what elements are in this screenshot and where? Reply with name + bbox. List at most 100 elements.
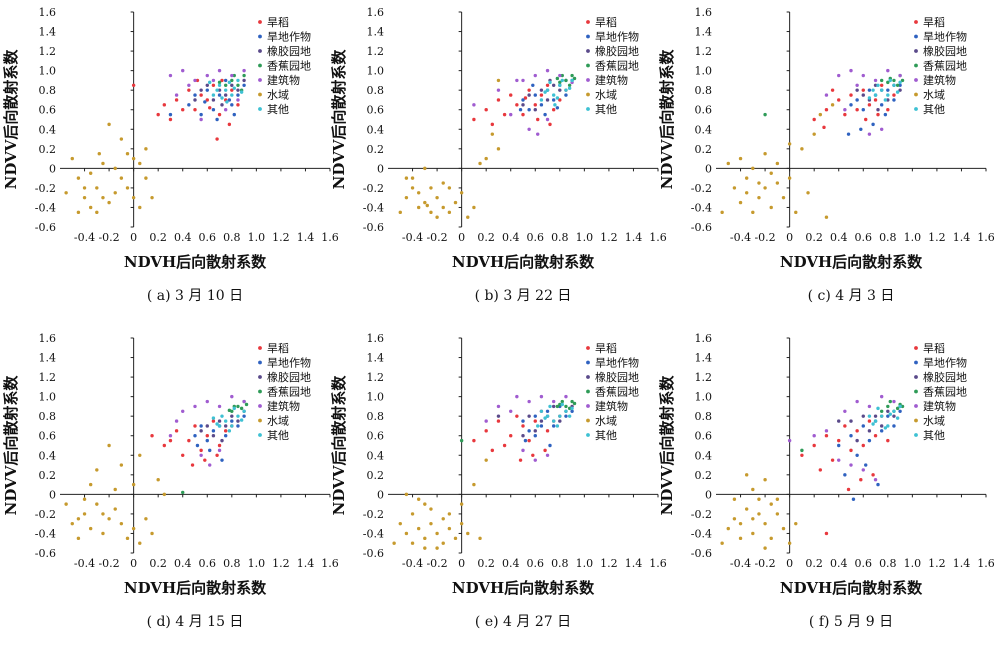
data-point (536, 132, 540, 136)
data-point (484, 458, 488, 462)
legend-marker (586, 360, 590, 365)
data-point (119, 463, 124, 467)
data-point (861, 93, 865, 97)
data-point (849, 434, 853, 438)
data-point (230, 419, 234, 423)
data-point (410, 176, 415, 180)
y-tick-label: 0.6 (367, 430, 385, 443)
y-tick-label: 0.6 (695, 430, 713, 443)
data-point (539, 409, 544, 413)
x-tick-label: 0.8 (879, 231, 897, 244)
data-point (95, 186, 99, 190)
data-point (757, 181, 761, 185)
data-point (174, 419, 179, 423)
data-point (230, 93, 234, 97)
data-point (459, 502, 464, 506)
data-point (125, 186, 130, 190)
data-point (101, 161, 105, 166)
data-point (539, 88, 544, 92)
series-group (837, 409, 902, 501)
x-tick-label: 1.0 (248, 557, 266, 570)
data-point (429, 210, 433, 215)
x-tick-label: -0.4 (74, 557, 95, 570)
y-tick-label: 1.4 (367, 352, 385, 365)
x-tick-label: 0.2 (149, 557, 167, 570)
data-point (131, 482, 136, 487)
data-point (429, 186, 433, 190)
data-point (242, 83, 246, 87)
y-tick-label: 1.6 (367, 332, 385, 345)
data-point (545, 117, 550, 122)
data-point (787, 142, 792, 146)
data-point (751, 210, 755, 215)
scatter-panel-2: -0.4 -0.2 0 0.2 0.4 0.6 0.8 1.0 1.2 1.4 1.6-0.6-0.… (658, 6, 995, 304)
data-point (861, 468, 865, 472)
y-tick-label: 1.6 (39, 6, 57, 19)
data-point (883, 98, 888, 102)
data-point (864, 117, 868, 122)
legend-marker (914, 404, 918, 408)
x-tick-label: 1.4 (625, 557, 643, 570)
data-point (220, 103, 224, 107)
y-tick-label: 1.2 (367, 45, 385, 58)
legend-label: 香蕉园地 (923, 60, 967, 73)
data-point (523, 438, 528, 443)
y-tick-label: -0.4 (691, 527, 712, 540)
data-point (138, 541, 142, 545)
data-point (398, 521, 402, 526)
data-point (555, 424, 560, 428)
x-tick-label: 0.4 (830, 231, 848, 244)
data-point (824, 215, 829, 219)
data-point (849, 463, 853, 467)
series-group (472, 83, 568, 127)
data-point (223, 108, 228, 112)
data-point (168, 438, 173, 443)
data-point (837, 438, 841, 443)
data-point (242, 399, 246, 404)
series-group (837, 404, 902, 443)
data-point (775, 161, 780, 166)
data-point (886, 93, 890, 97)
data-point (220, 78, 224, 83)
legend-label: 香蕉园地 (595, 386, 639, 399)
data-point (82, 195, 87, 200)
data-point (800, 147, 804, 151)
data-point (466, 531, 470, 536)
data-point (76, 210, 81, 215)
data-point (223, 78, 228, 83)
legend-marker (586, 404, 590, 408)
data-point (150, 434, 154, 438)
data-point (564, 414, 568, 418)
series-group (846, 83, 902, 136)
data-point (570, 406, 574, 411)
data-point (560, 73, 564, 78)
panel-caption: ( e) 4 月 27 日 (475, 614, 571, 630)
legend-marker (586, 34, 590, 39)
data-point (144, 147, 148, 151)
data-point (76, 536, 81, 541)
data-point (205, 88, 209, 92)
y-tick-label: -0.4 (363, 201, 384, 214)
data-point (453, 536, 458, 541)
data-point (543, 448, 547, 453)
data-point (873, 419, 878, 423)
data-point (217, 424, 222, 428)
data-point (220, 438, 224, 443)
series-group (64, 122, 154, 215)
y-tick-label: 1.6 (39, 332, 57, 345)
legend-label: 旱地作物 (923, 356, 967, 370)
data-point (203, 100, 207, 104)
legend-label: 旱地作物 (923, 30, 967, 44)
data-point (763, 152, 767, 156)
x-tick-label: 1.6 (649, 557, 667, 570)
data-point (490, 122, 495, 127)
series-group (211, 406, 246, 433)
data-point (97, 152, 101, 156)
legend-marker (586, 389, 590, 394)
x-tick-label: -0.2 (754, 557, 775, 570)
data-point (886, 68, 890, 73)
data-point (837, 73, 841, 78)
series-group (168, 78, 246, 122)
panel-caption: ( d) 4 月 15 日 (147, 614, 244, 630)
data-point (232, 112, 236, 117)
